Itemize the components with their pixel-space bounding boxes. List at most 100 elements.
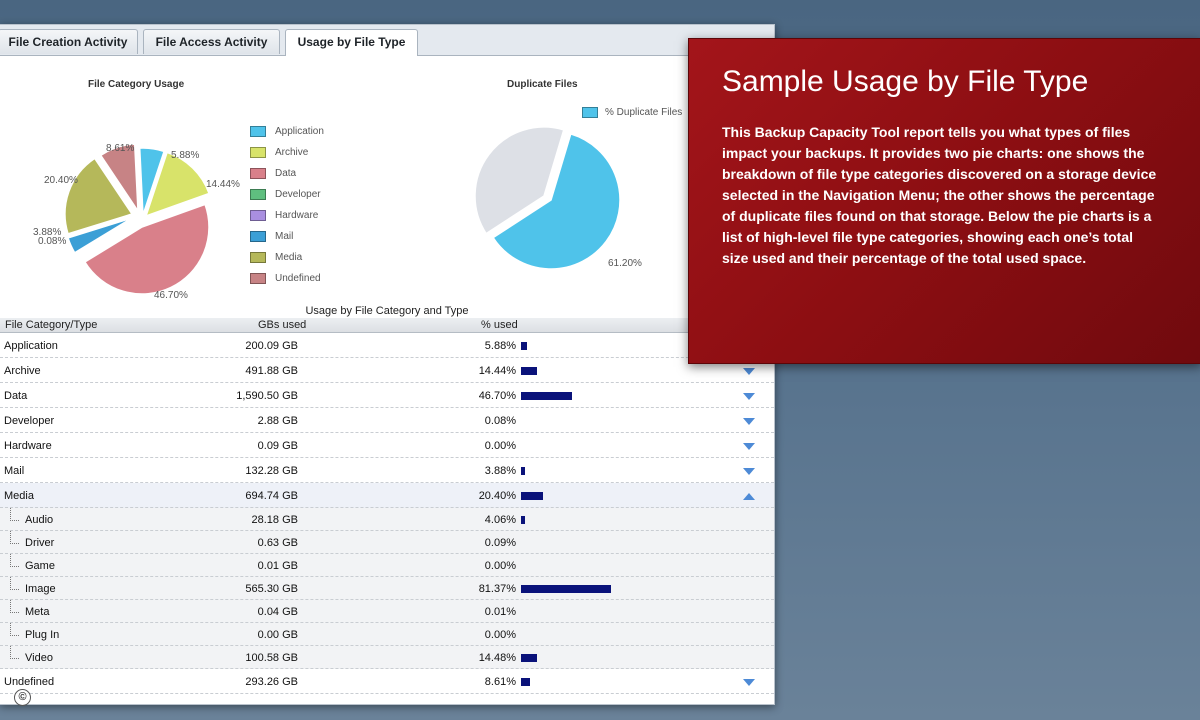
- pie2-title: Duplicate Files: [507, 79, 578, 90]
- gbs-used: 28.18 GB: [251, 514, 298, 526]
- gbs-used: 132.28 GB: [245, 465, 298, 477]
- category-name: Video: [25, 652, 53, 664]
- usage-bar: [521, 342, 527, 350]
- percent-used: 20.40%: [478, 490, 516, 502]
- usage-bar: [521, 367, 537, 375]
- tree-connector: [10, 577, 19, 590]
- gbs-used: 2.88 GB: [257, 415, 298, 427]
- pie-slice-label: 3.88%: [33, 227, 61, 238]
- pie-slice-label: 5.88%: [171, 150, 199, 161]
- table-subrow[interactable]: Image 565.30 GB 81.37%: [0, 577, 774, 600]
- legend-swatch: [250, 168, 266, 179]
- expand-arrow-icon[interactable]: [743, 468, 755, 475]
- tab-file-creation-activity[interactable]: File Creation Activity: [0, 29, 138, 54]
- expand-arrow-icon[interactable]: [743, 418, 755, 425]
- table-subrow[interactable]: Meta 0.04 GB 0.01%: [0, 600, 774, 623]
- table-row[interactable]: Media 694.74 GB 20.40%: [0, 483, 774, 508]
- callout-body: This Backup Capacity Tool report tells y…: [722, 124, 1157, 266]
- gbs-used: 0.63 GB: [257, 537, 298, 549]
- tab-bar: File Creation Activity File Access Activ…: [0, 25, 774, 56]
- percent-used: 14.48%: [478, 652, 516, 664]
- legend-swatch: [250, 273, 266, 284]
- usage-bar: [521, 678, 530, 686]
- table-row[interactable]: Data 1,590.50 GB 46.70%: [0, 383, 774, 408]
- header-gbs-used[interactable]: GBs used: [258, 319, 307, 331]
- tab-usage-by-file-type[interactable]: Usage by File Type: [285, 29, 418, 56]
- pie-slice-media[interactable]: [64, 157, 134, 235]
- percent-used: 8.61%: [484, 676, 516, 688]
- legend-label: Hardware: [275, 210, 319, 221]
- usage-bar: [521, 392, 572, 400]
- pie-slice-label: 14.44%: [206, 179, 240, 190]
- tree-connector: [10, 508, 19, 521]
- collapse-arrow-icon[interactable]: [743, 493, 755, 500]
- legend-swatch: [250, 252, 266, 263]
- table-subrow[interactable]: Video 100.58 GB 14.48%: [0, 646, 774, 669]
- percent-used: 81.37%: [478, 583, 516, 595]
- gbs-used: 0.04 GB: [257, 606, 298, 618]
- category-name: Plug In: [25, 629, 60, 641]
- pie-slice-archive[interactable]: [144, 151, 211, 218]
- table-subrow[interactable]: Game 0.01 GB 0.00%: [0, 554, 774, 577]
- gbs-used: 0.09 GB: [257, 440, 298, 452]
- usage-bar: [521, 467, 525, 475]
- pie-slice-data[interactable]: [83, 203, 210, 295]
- category-name: Archive: [4, 365, 41, 377]
- gbs-used: 200.09 GB: [245, 340, 298, 352]
- category-name: Image: [25, 583, 56, 595]
- table-row[interactable]: Developer 2.88 GB 0.08%: [0, 408, 774, 433]
- legend-swatch: [250, 126, 266, 137]
- gbs-used: 293.26 GB: [245, 676, 298, 688]
- table-subrow[interactable]: Plug In 0.00 GB 0.00%: [0, 623, 774, 646]
- percent-used: 0.00%: [484, 440, 516, 452]
- table-subrow[interactable]: Audio 28.18 GB 4.06%: [0, 508, 774, 531]
- header-category[interactable]: File Category/Type: [5, 319, 98, 331]
- callout-title: Sample Usage by File Type: [722, 65, 1089, 98]
- legend-label: Undefined: [275, 273, 321, 284]
- tab-file-access-activity[interactable]: File Access Activity: [143, 29, 280, 54]
- pie-slice-label: 8.61%: [106, 143, 134, 154]
- table-header: File Category/Type GBs used % used: [0, 318, 774, 333]
- category-name: Data: [4, 390, 28, 402]
- legend-swatch: [250, 231, 266, 242]
- expand-arrow-icon[interactable]: [743, 443, 755, 450]
- legend-label: Archive: [275, 147, 309, 158]
- pie-slice-label: 0.08%: [38, 236, 66, 247]
- pie-slice-label: 61.20%: [608, 258, 642, 269]
- table-row[interactable]: Undefined 293.26 GB 8.61%: [0, 669, 774, 694]
- category-name: Meta: [25, 606, 50, 618]
- category-name: Application: [4, 340, 58, 352]
- pie-slice-mail[interactable]: [67, 217, 133, 254]
- header-percent-used[interactable]: % used: [481, 319, 518, 331]
- tree-connector: [10, 554, 19, 567]
- tree-connector: [10, 531, 19, 544]
- pie-slice-undefined[interactable]: [99, 143, 139, 214]
- table-row[interactable]: Hardware 0.09 GB 0.00%: [0, 433, 774, 458]
- expand-arrow-icon[interactable]: [743, 393, 755, 400]
- percent-used: 0.08%: [484, 415, 516, 427]
- table-row[interactable]: Archive 491.88 GB 14.44%: [0, 358, 774, 383]
- table-row[interactable]: Application 200.09 GB 5.88%: [0, 333, 774, 358]
- expand-arrow-icon[interactable]: [743, 679, 755, 686]
- category-name: Audio: [25, 514, 54, 526]
- legend-swatch: [250, 189, 266, 200]
- percent-used: 5.88%: [484, 340, 516, 352]
- pie-slice-non-duplicate[interactable]: [474, 126, 565, 235]
- table-row[interactable]: Mail 132.28 GB 3.88%: [0, 458, 774, 483]
- pie-slice-duplicate-files[interactable]: [492, 132, 621, 270]
- file-category-pie-chart: 5.88% 14.44% 46.70% 0.08%3.88% 20.40% 8.61%: [33, 143, 240, 301]
- percent-used: 0.01%: [484, 606, 516, 618]
- legend-label: Media: [275, 252, 303, 263]
- legend-swatch: [250, 147, 266, 158]
- legend-label: Application: [275, 126, 324, 137]
- report-window: File Creation Activity File Access Activ…: [0, 24, 775, 705]
- usage-bar: [521, 654, 537, 662]
- expand-arrow-icon[interactable]: [743, 368, 755, 375]
- legend-swatch: [582, 107, 598, 118]
- category-name: Mail: [4, 465, 25, 477]
- table-subrow[interactable]: Driver 0.63 GB 0.09%: [0, 531, 774, 554]
- info-callout: Sample Usage by File Type This Backup Ca…: [688, 38, 1200, 364]
- pie-slice-application[interactable]: [138, 147, 166, 216]
- legend-label: Data: [275, 168, 297, 179]
- gbs-used: 565.30 GB: [245, 583, 298, 595]
